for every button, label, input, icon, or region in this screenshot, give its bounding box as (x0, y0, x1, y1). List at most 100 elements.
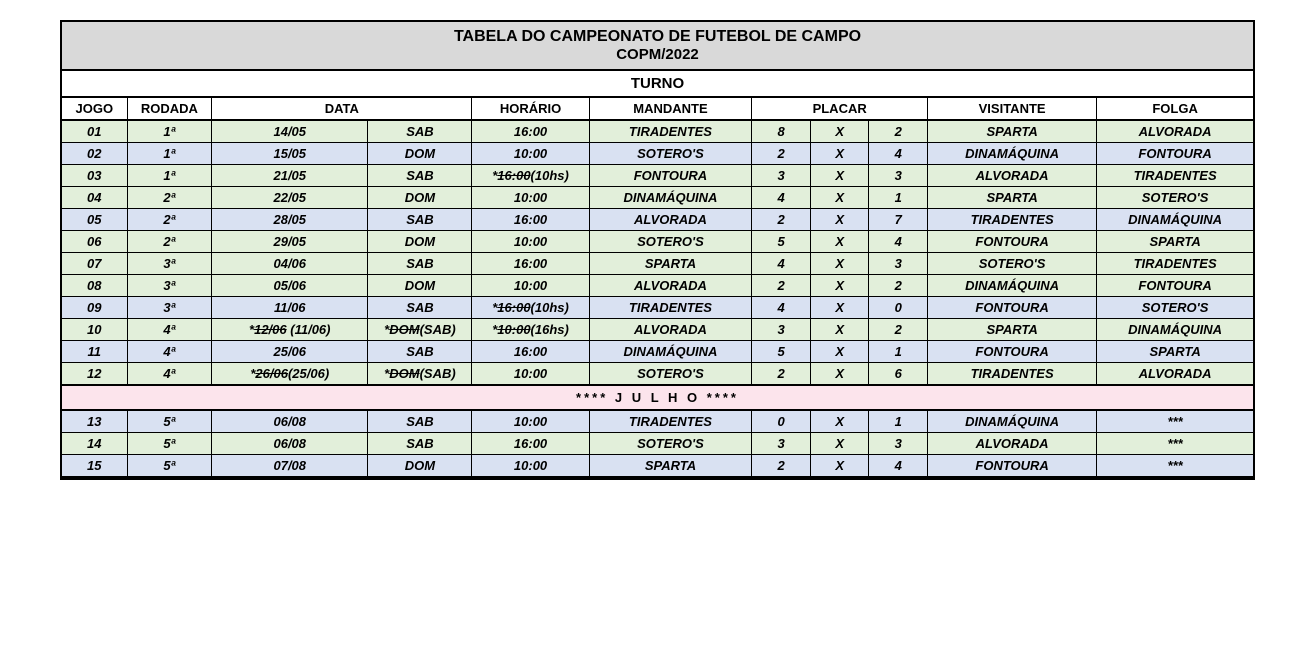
cell-mandante: DINAMÁQUINA (589, 187, 752, 209)
cell-horario: 16:00 (472, 209, 589, 231)
cell-x: X (810, 410, 869, 433)
cell-score-away: 1 (869, 187, 928, 209)
cell-x: X (810, 209, 869, 231)
cell-score-home: 4 (752, 297, 811, 319)
month-separator-cell: **** J U L H O **** (62, 385, 1253, 410)
table-row: 155ª07/08DOM10:00SPARTA2X4FONTOURA*** (62, 455, 1253, 478)
cell-data: *12/06 (11/06) (212, 319, 368, 341)
cell-jogo: 14 (62, 433, 127, 455)
cell-horario: 16:00 (472, 253, 589, 275)
cell-data: 28/05 (212, 209, 368, 231)
cell-x: X (810, 120, 869, 143)
cell-jogo: 02 (62, 143, 127, 165)
cell-data: *26/06(25/06) (212, 363, 368, 386)
cell-dia: SAB (368, 341, 472, 363)
cell-jogo: 01 (62, 120, 127, 143)
cell-rodada: 5ª (127, 433, 212, 455)
header-row: JOGO RODADA DATA HORÁRIO MANDANTE PLACAR… (62, 98, 1253, 120)
cell-score-home: 0 (752, 410, 811, 433)
cell-visitante: ALVORADA (928, 165, 1097, 187)
cell-folga: TIRADENTES (1097, 165, 1253, 187)
cell-jogo: 08 (62, 275, 127, 297)
cell-x: X (810, 253, 869, 275)
cell-mandante: ALVORADA (589, 319, 752, 341)
cell-horario: 10:00 (472, 275, 589, 297)
cell-score-home: 8 (752, 120, 811, 143)
cell-data: 04/06 (212, 253, 368, 275)
cell-visitante: FONTOURA (928, 297, 1097, 319)
cell-rodada: 2ª (127, 209, 212, 231)
cell-rodada: 4ª (127, 363, 212, 386)
cell-horario: 10:00 (472, 143, 589, 165)
cell-score-away: 2 (869, 275, 928, 297)
cell-data: 14/05 (212, 120, 368, 143)
table-row: 021ª15/05DOM10:00SOTERO'S2X4DINAMÁQUINAF… (62, 143, 1253, 165)
cell-horario: 10:00 (472, 410, 589, 433)
cell-rodada: 2ª (127, 187, 212, 209)
cell-score-home: 5 (752, 231, 811, 253)
cell-x: X (810, 143, 869, 165)
cell-score-home: 2 (752, 275, 811, 297)
table-title: TABELA DO CAMPEONATO DE FUTEBOL DE CAMPO… (62, 22, 1253, 71)
header-data: DATA (212, 98, 472, 120)
cell-mandante: ALVORADA (589, 275, 752, 297)
table-row: 073ª04/06SAB16:00SPARTA4X3SOTERO'STIRADE… (62, 253, 1253, 275)
cell-visitante: FONTOURA (928, 341, 1097, 363)
cell-dia: SAB (368, 410, 472, 433)
table-body: 011ª14/05SAB16:00TIRADENTES8X2SPARTAALVO… (62, 120, 1253, 477)
cell-x: X (810, 231, 869, 253)
cell-score-home: 4 (752, 253, 811, 275)
cell-dia: DOM (368, 231, 472, 253)
cell-score-away: 1 (869, 341, 928, 363)
turno-header: TURNO (62, 71, 1253, 98)
month-separator-row: **** J U L H O **** (62, 385, 1253, 410)
cell-x: X (810, 455, 869, 478)
cell-score-away: 4 (869, 455, 928, 478)
cell-score-home: 5 (752, 341, 811, 363)
cell-mandante: SOTERO'S (589, 231, 752, 253)
cell-x: X (810, 297, 869, 319)
cell-data: 11/06 (212, 297, 368, 319)
cell-mandante: ALVORADA (589, 209, 752, 231)
cell-score-home: 2 (752, 363, 811, 386)
cell-mandante: TIRADENTES (589, 410, 752, 433)
cell-dia: SAB (368, 253, 472, 275)
cell-x: X (810, 165, 869, 187)
cell-score-away: 0 (869, 297, 928, 319)
cell-jogo: 11 (62, 341, 127, 363)
table-row: 062ª29/05DOM10:00SOTERO'S5X4FONTOURASPAR… (62, 231, 1253, 253)
cell-dia: *DOM(SAB) (368, 319, 472, 341)
cell-horario: 10:00 (472, 363, 589, 386)
cell-folga: *** (1097, 455, 1253, 478)
cell-x: X (810, 341, 869, 363)
table-row: 052ª28/05SAB16:00ALVORADA2X7TIRADENTESDI… (62, 209, 1253, 231)
cell-mandante: SPARTA (589, 455, 752, 478)
cell-x: X (810, 433, 869, 455)
schedule-table: JOGO RODADA DATA HORÁRIO MANDANTE PLACAR… (62, 98, 1253, 478)
cell-dia: SAB (368, 120, 472, 143)
cell-folga: SPARTA (1097, 341, 1253, 363)
header-jogo: JOGO (62, 98, 127, 120)
cell-score-home: 2 (752, 455, 811, 478)
title-line-1: TABELA DO CAMPEONATO DE FUTEBOL DE CAMPO (68, 28, 1247, 46)
cell-score-away: 2 (869, 319, 928, 341)
cell-horario: *16:00(10hs) (472, 297, 589, 319)
cell-score-home: 2 (752, 209, 811, 231)
header-mandante: MANDANTE (589, 98, 752, 120)
cell-visitante: DINAMÁQUINA (928, 275, 1097, 297)
cell-score-home: 3 (752, 433, 811, 455)
cell-score-away: 1 (869, 410, 928, 433)
cell-mandante: DINAMÁQUINA (589, 341, 752, 363)
cell-rodada: 3ª (127, 253, 212, 275)
cell-dia: DOM (368, 455, 472, 478)
cell-visitante: DINAMÁQUINA (928, 410, 1097, 433)
table-row: 093ª11/06SAB*16:00(10hs)TIRADENTES4X0FON… (62, 297, 1253, 319)
cell-data: 05/06 (212, 275, 368, 297)
cell-score-away: 3 (869, 165, 928, 187)
cell-rodada: 2ª (127, 231, 212, 253)
cell-score-away: 4 (869, 143, 928, 165)
cell-jogo: 13 (62, 410, 127, 433)
cell-rodada: 1ª (127, 165, 212, 187)
cell-x: X (810, 363, 869, 386)
cell-folga: ALVORADA (1097, 363, 1253, 386)
